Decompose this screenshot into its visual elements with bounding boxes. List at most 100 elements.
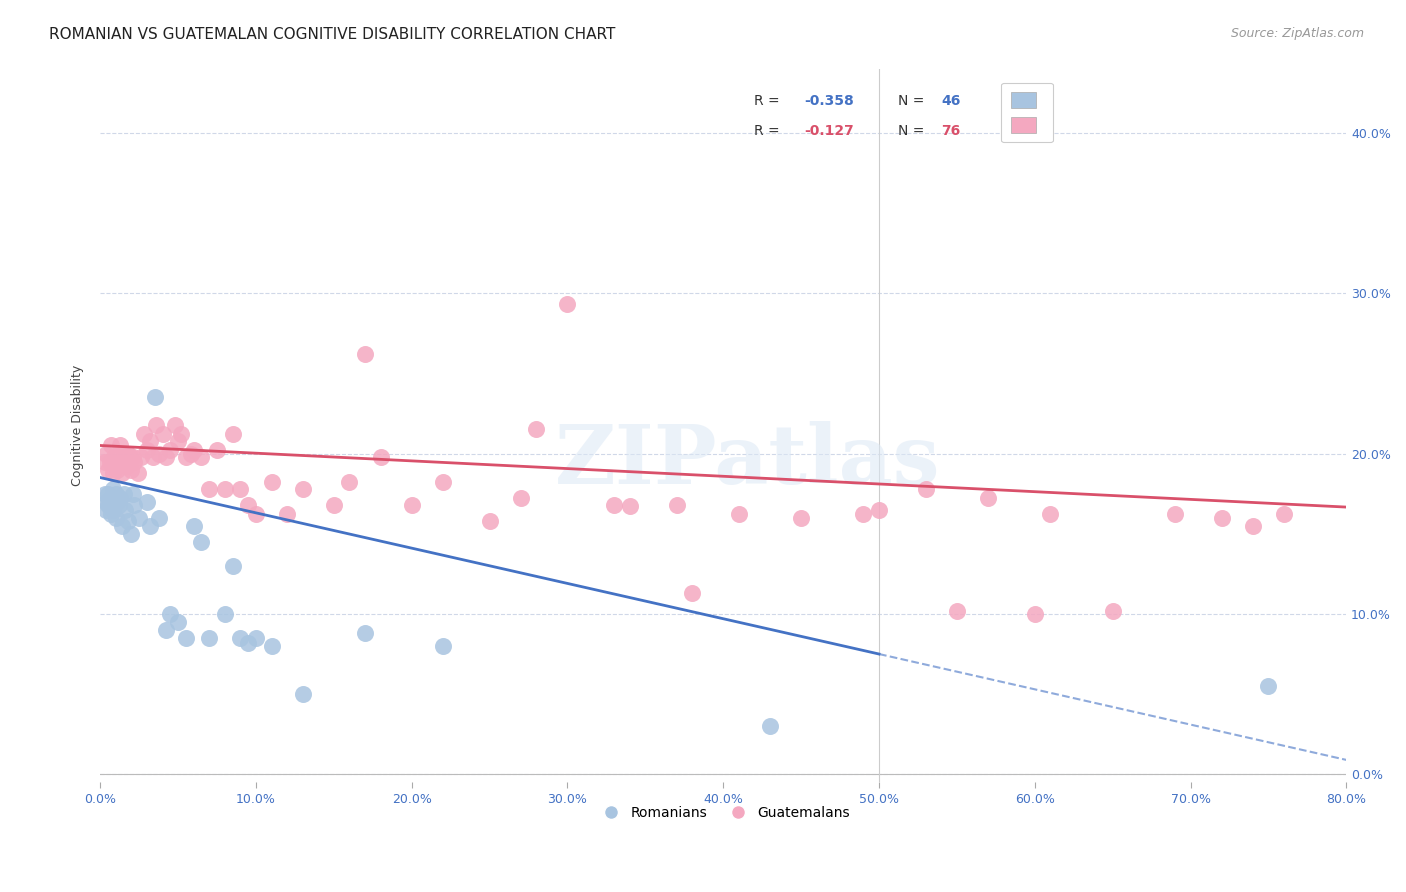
Point <box>180 446 202 460</box>
Point <box>118 450 141 464</box>
Point <box>132 427 155 442</box>
Point <box>111 466 134 480</box>
Point <box>190 534 212 549</box>
Text: R =: R = <box>755 124 789 138</box>
Point <box>98 454 121 468</box>
Text: 76: 76 <box>941 124 960 138</box>
Point <box>152 427 174 442</box>
Point <box>124 454 146 468</box>
Point <box>159 607 181 621</box>
Point <box>120 462 142 476</box>
Point <box>97 462 120 476</box>
Point <box>291 482 314 496</box>
Point <box>790 510 813 524</box>
Point <box>112 486 135 500</box>
Point <box>174 631 197 645</box>
Point <box>524 422 547 436</box>
Point <box>205 443 228 458</box>
Point <box>354 347 377 361</box>
Point <box>97 486 120 500</box>
Point <box>104 510 127 524</box>
Point <box>115 459 138 474</box>
Point <box>96 502 118 516</box>
Point <box>139 518 162 533</box>
Point <box>221 427 243 442</box>
Point <box>681 586 703 600</box>
Point <box>174 450 197 464</box>
Point <box>96 494 118 508</box>
Point <box>183 518 205 533</box>
Point <box>101 482 124 496</box>
Text: N =: N = <box>897 94 928 108</box>
Text: ZIPatlas: ZIPatlas <box>555 421 941 501</box>
Point <box>108 450 131 464</box>
Point <box>977 491 1000 506</box>
Text: -0.358: -0.358 <box>804 94 853 108</box>
Point <box>148 510 170 524</box>
Legend: Romanians, Guatemalans: Romanians, Guatemalans <box>592 800 855 825</box>
Point <box>136 494 159 508</box>
Point <box>96 446 118 460</box>
Point <box>111 518 134 533</box>
Point <box>276 508 298 522</box>
Text: R =: R = <box>755 94 785 108</box>
Point <box>100 508 122 522</box>
Text: ROMANIAN VS GUATEMALAN COGNITIVE DISABILITY CORRELATION CHART: ROMANIAN VS GUATEMALAN COGNITIVE DISABIL… <box>49 27 616 42</box>
Point <box>245 631 267 645</box>
Point <box>727 508 749 522</box>
Point <box>245 508 267 522</box>
Point <box>198 482 221 496</box>
Point <box>370 450 392 464</box>
Point <box>868 502 890 516</box>
Point <box>163 417 186 432</box>
Point <box>432 475 454 490</box>
Point <box>1039 508 1062 522</box>
Point <box>260 639 283 653</box>
Point <box>97 498 120 512</box>
Point <box>112 446 135 460</box>
Point <box>104 454 127 468</box>
Point <box>98 494 121 508</box>
Point <box>322 498 344 512</box>
Point <box>103 450 125 464</box>
Point <box>155 623 177 637</box>
Point <box>238 498 260 512</box>
Point <box>128 510 150 524</box>
Point <box>238 636 260 650</box>
Point <box>229 631 252 645</box>
Point <box>852 508 875 522</box>
Point <box>101 466 124 480</box>
Point <box>117 446 139 460</box>
Point <box>1101 604 1123 618</box>
Point <box>214 607 236 621</box>
Point <box>759 719 782 733</box>
Point <box>117 514 139 528</box>
Point <box>183 443 205 458</box>
Point <box>127 466 149 480</box>
Point <box>619 500 641 514</box>
Point <box>401 498 423 512</box>
Point <box>103 498 125 512</box>
Point <box>136 443 159 458</box>
Point <box>124 498 146 512</box>
Text: N =: N = <box>897 124 928 138</box>
Point <box>100 491 122 506</box>
Point <box>159 443 181 458</box>
Point <box>1272 508 1295 522</box>
Point <box>114 454 136 468</box>
Point <box>94 486 117 500</box>
Point <box>603 498 626 512</box>
Point <box>354 626 377 640</box>
Point <box>1164 508 1187 522</box>
Point <box>946 604 969 618</box>
Point <box>94 454 117 468</box>
Point <box>229 482 252 496</box>
Point <box>129 450 152 464</box>
Text: -0.127: -0.127 <box>804 124 853 138</box>
Point <box>198 631 221 645</box>
Point <box>105 494 128 508</box>
Point <box>339 475 361 490</box>
Point <box>557 297 579 311</box>
Point <box>122 450 145 464</box>
Point <box>1241 518 1264 533</box>
